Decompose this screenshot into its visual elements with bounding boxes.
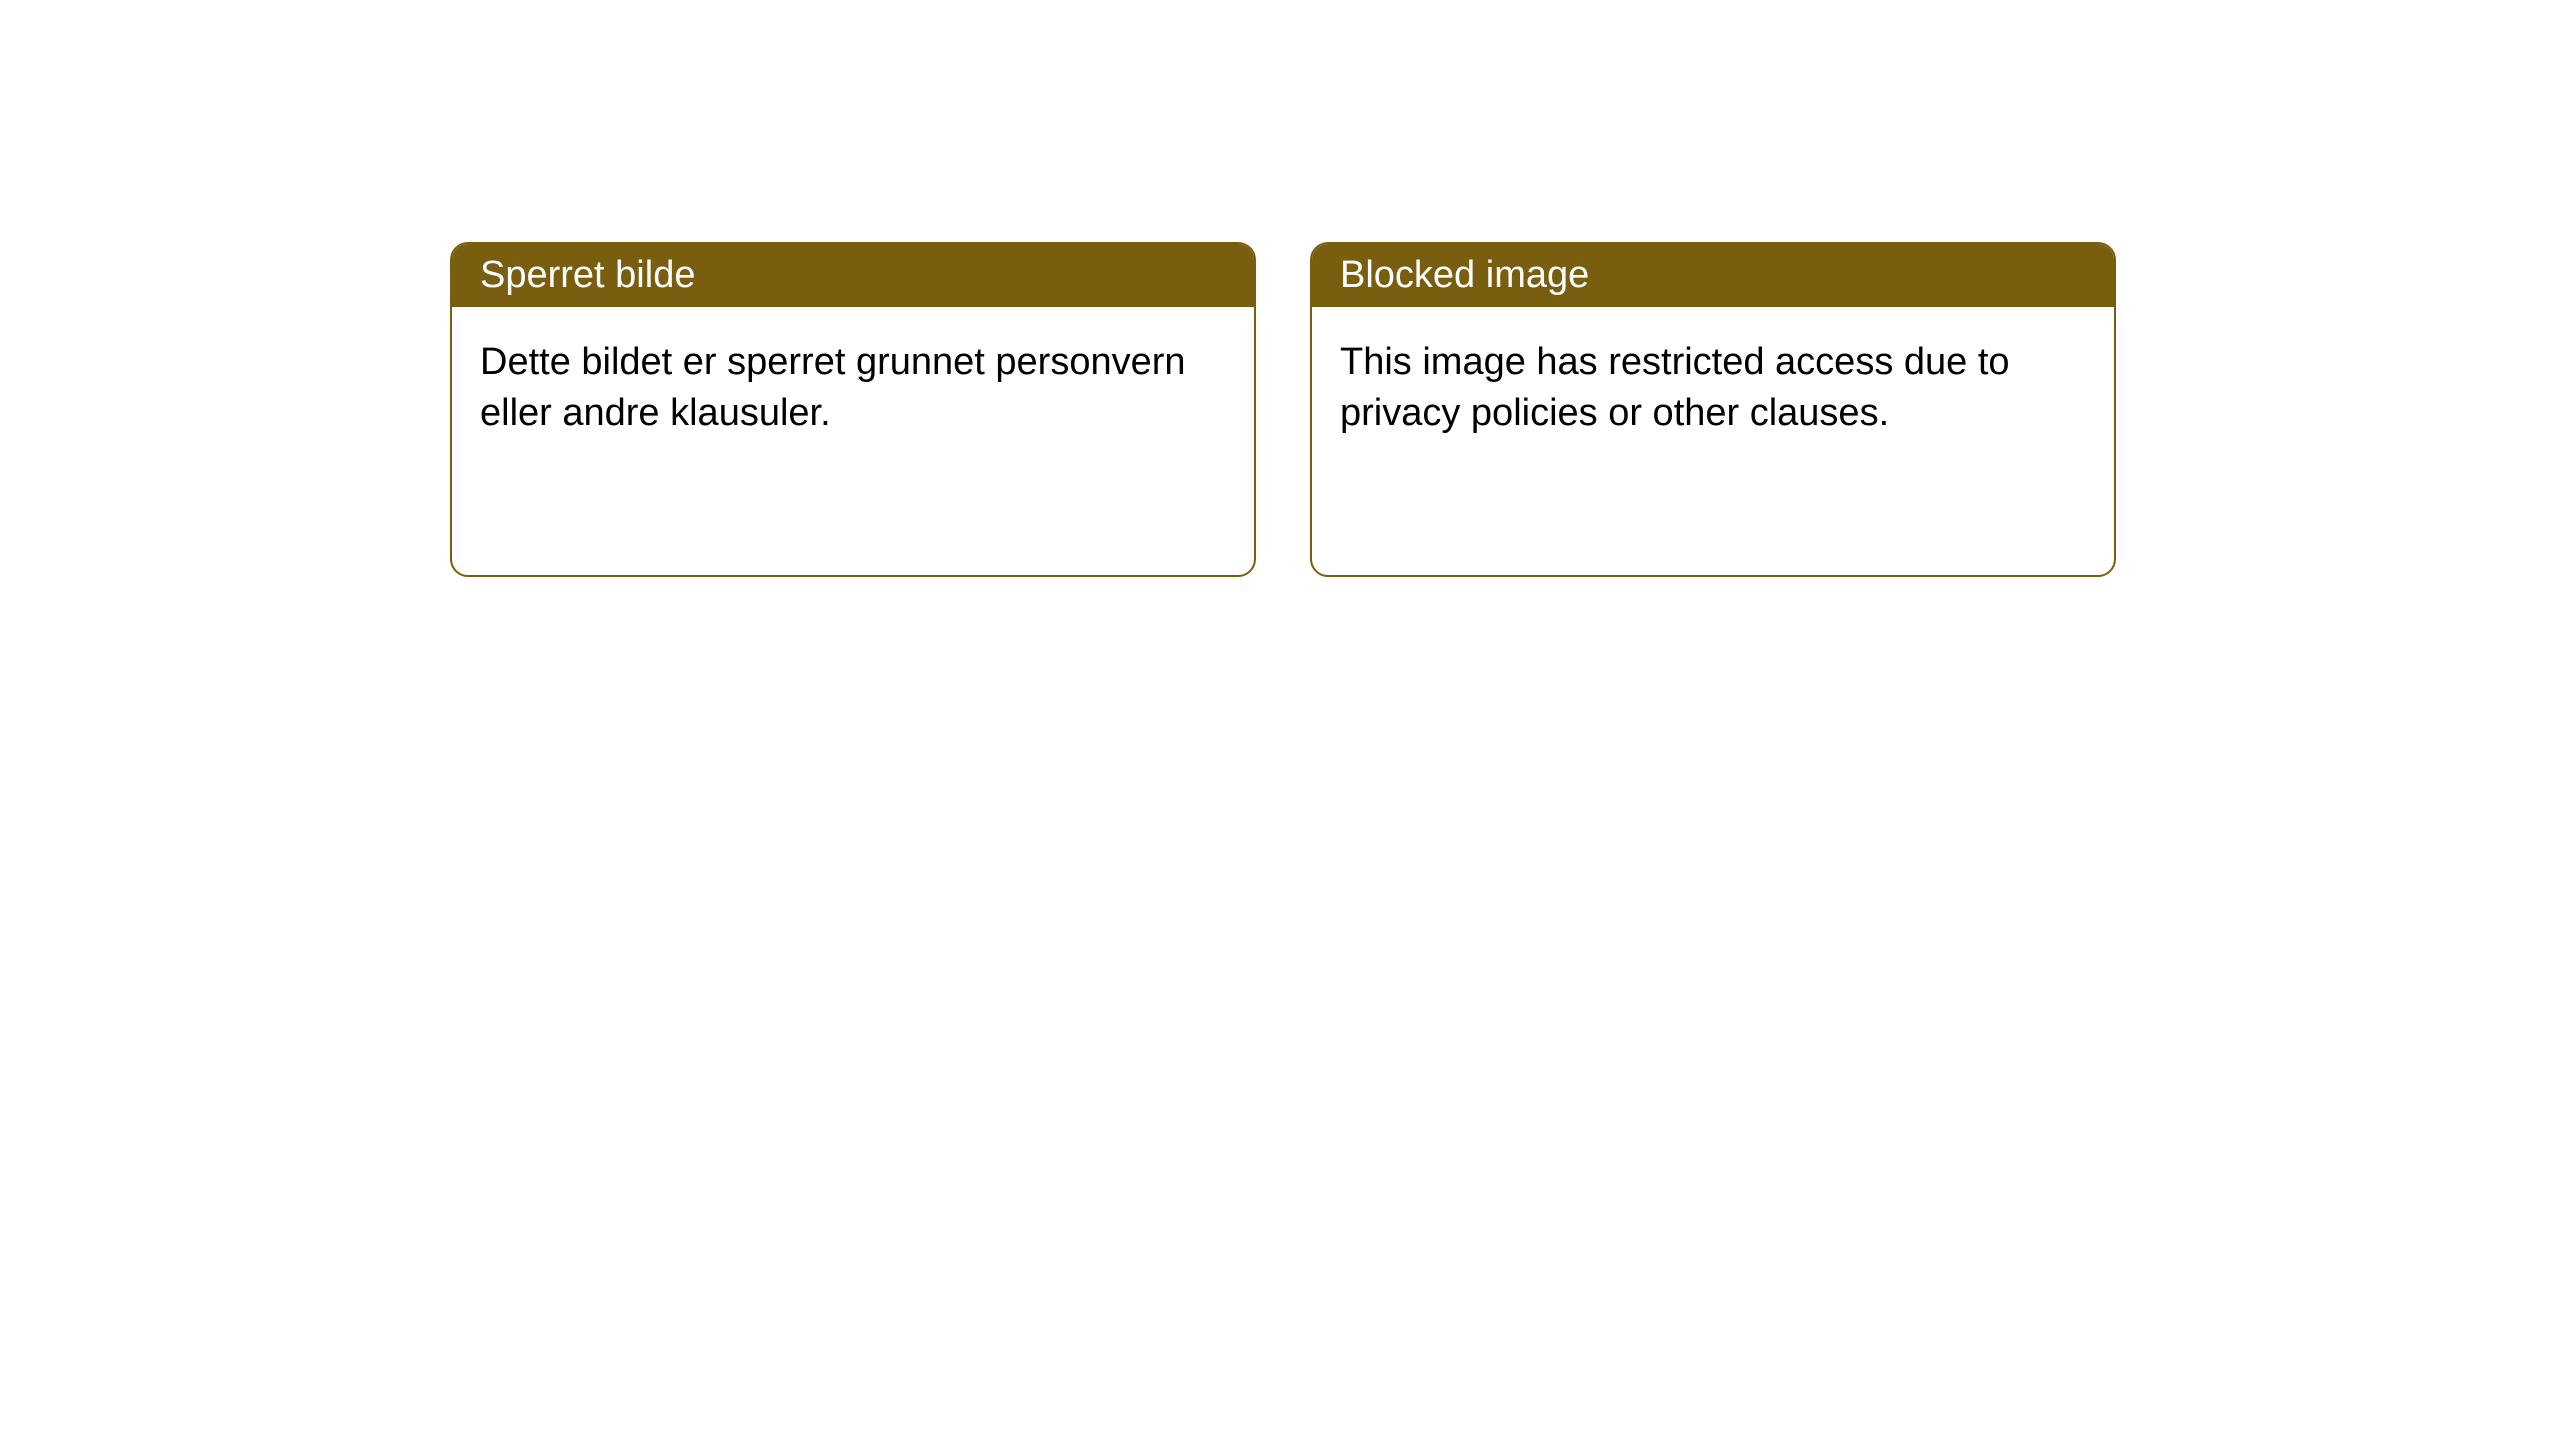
card-header: Blocked image <box>1312 244 2114 307</box>
notice-card-english: Blocked image This image has restricted … <box>1310 242 2116 577</box>
card-body: Dette bildet er sperret grunnet personve… <box>452 307 1254 470</box>
card-body-text: This image has restricted access due to … <box>1340 341 2010 434</box>
card-header: Sperret bilde <box>452 244 1254 307</box>
card-title: Sperret bilde <box>480 254 695 296</box>
card-title: Blocked image <box>1340 254 1589 296</box>
notice-card-norwegian: Sperret bilde Dette bildet er sperret gr… <box>450 242 1256 577</box>
notice-container: Sperret bilde Dette bildet er sperret gr… <box>0 0 2560 577</box>
card-body-text: Dette bildet er sperret grunnet personve… <box>480 341 1186 434</box>
card-body: This image has restricted access due to … <box>1312 307 2114 470</box>
